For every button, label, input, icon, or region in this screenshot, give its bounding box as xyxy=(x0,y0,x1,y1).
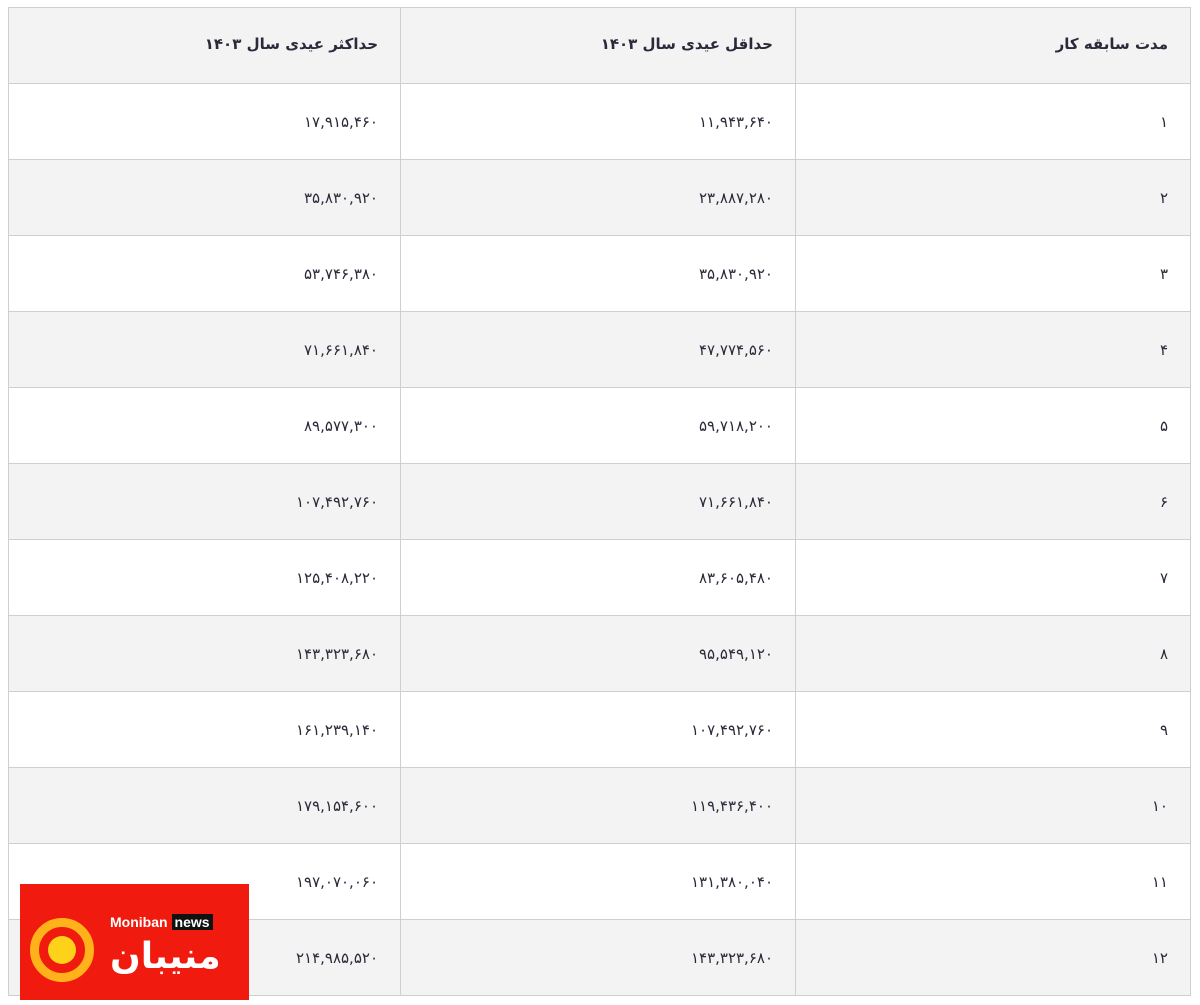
experience-cell: ۲ xyxy=(795,159,1191,236)
max-eidi-cell: ۵۳,۷۴۶,۳۸۰ xyxy=(8,235,401,312)
min-eidi-cell: ۲۳,۸۸۷,۲۸۰ xyxy=(400,159,796,236)
logo-ring-icon xyxy=(30,918,94,982)
max-eidi-cell: ۱۷۹,۱۵۴,۶۰۰ xyxy=(8,767,401,844)
experience-cell: ۶ xyxy=(795,463,1191,540)
table-row: ۹ ۱۰۷,۴۹۲,۷۶۰ ۱۶۱,۲۳۹,۱۴۰ xyxy=(8,691,1191,768)
table-row: ۱ ۱۱,۹۴۳,۶۴۰ ۱۷,۹۱۵,۴۶۰ xyxy=(8,83,1191,160)
experience-cell: ۷ xyxy=(795,539,1191,616)
experience-cell: ۱۱ xyxy=(795,843,1191,920)
min-eidi-cell: ۹۵,۵۴۹,۱۲۰ xyxy=(400,615,796,692)
max-eidi-cell: ۱۷,۹۱۵,۴۶۰ xyxy=(8,83,401,160)
min-eidi-cell: ۸۳,۶۰۵,۴۸۰ xyxy=(400,539,796,616)
logo-suffix: news xyxy=(171,914,213,930)
table-row: ۱۰ ۱۱۹,۴۳۶,۴۰۰ ۱۷۹,۱۵۴,۶۰۰ xyxy=(8,767,1191,844)
min-eidi-cell: ۱۱۹,۴۳۶,۴۰۰ xyxy=(400,767,796,844)
header-experience: مدت سابقه کار xyxy=(795,7,1191,84)
min-eidi-cell: ۱۱,۹۴۳,۶۴۰ xyxy=(400,83,796,160)
experience-cell: ۴ xyxy=(795,311,1191,388)
experience-cell: ۵ xyxy=(795,387,1191,464)
table-row: ۱۱ ۱۳۱,۳۸۰,۰۴۰ ۱۹۷,۰۷۰,۰۶۰ xyxy=(8,843,1191,920)
experience-cell: ۳ xyxy=(795,235,1191,312)
max-eidi-cell: ۷۱,۶۶۱,۸۴۰ xyxy=(8,311,401,388)
min-eidi-cell: ۱۰۷,۴۹۲,۷۶۰ xyxy=(400,691,796,768)
min-eidi-cell: ۱۳۱,۳۸۰,۰۴۰ xyxy=(400,843,796,920)
logo-persian: منیبان xyxy=(110,936,221,977)
experience-cell: ۱۲ xyxy=(795,919,1191,996)
table-row: ۶ ۷۱,۶۶۱,۸۴۰ ۱۰۷,۴۹۲,۷۶۰ xyxy=(8,463,1191,540)
max-eidi-cell: ۸۹,۵۷۷,۳۰۰ xyxy=(8,387,401,464)
min-eidi-cell: ۷۱,۶۶۱,۸۴۰ xyxy=(400,463,796,540)
logo-latin: Moniban xyxy=(110,914,168,930)
table-row: ۵ ۵۹,۷۱۸,۲۰۰ ۸۹,۵۷۷,۳۰۰ xyxy=(8,387,1191,464)
min-eidi-cell: ۵۹,۷۱۸,۲۰۰ xyxy=(400,387,796,464)
table-row: ۷ ۸۳,۶۰۵,۴۸۰ ۱۲۵,۴۰۸,۲۲۰ xyxy=(8,539,1191,616)
table-row: ۳ ۳۵,۸۳۰,۹۲۰ ۵۳,۷۴۶,۳۸۰ xyxy=(8,235,1191,312)
max-eidi-cell: ۱۶۱,۲۳۹,۱۴۰ xyxy=(8,691,401,768)
table-row: ۸ ۹۵,۵۴۹,۱۲۰ ۱۴۳,۳۲۳,۶۸۰ xyxy=(8,615,1191,692)
table-row: ۲ ۲۳,۸۸۷,۲۸۰ ۳۵,۸۳۰,۹۲۰ xyxy=(8,159,1191,236)
experience-cell: ۱۰ xyxy=(795,767,1191,844)
experience-cell: ۱ xyxy=(795,83,1191,160)
header-min-eidi: حداقل عیدی سال ۱۴۰۳ xyxy=(400,7,796,84)
max-eidi-cell: ۱۲۵,۴۰۸,۲۲۰ xyxy=(8,539,401,616)
max-eidi-cell: ۱۰۷,۴۹۲,۷۶۰ xyxy=(8,463,401,540)
min-eidi-cell: ۴۷,۷۷۴,۵۶۰ xyxy=(400,311,796,388)
experience-cell: ۸ xyxy=(795,615,1191,692)
header-row: مدت سابقه کار حداقل عیدی سال ۱۴۰۳ حداکثر… xyxy=(8,7,1191,84)
experience-cell: ۹ xyxy=(795,691,1191,768)
min-eidi-cell: ۱۴۳,۳۲۳,۶۸۰ xyxy=(400,919,796,996)
min-eidi-cell: ۳۵,۸۳۰,۹۲۰ xyxy=(400,235,796,312)
eidi-table: مدت سابقه کار حداقل عیدی سال ۱۴۰۳ حداکثر… xyxy=(8,7,1191,996)
header-max-eidi: حداکثر عیدی سال ۱۴۰۳ xyxy=(8,7,401,84)
moniban-logo: Moniban news منیبان xyxy=(20,884,249,1000)
table-row: ۴ ۴۷,۷۷۴,۵۶۰ ۷۱,۶۶۱,۸۴۰ xyxy=(8,311,1191,388)
max-eidi-cell: ۱۴۳,۳۲۳,۶۸۰ xyxy=(8,615,401,692)
max-eidi-cell: ۳۵,۸۳۰,۹۲۰ xyxy=(8,159,401,236)
